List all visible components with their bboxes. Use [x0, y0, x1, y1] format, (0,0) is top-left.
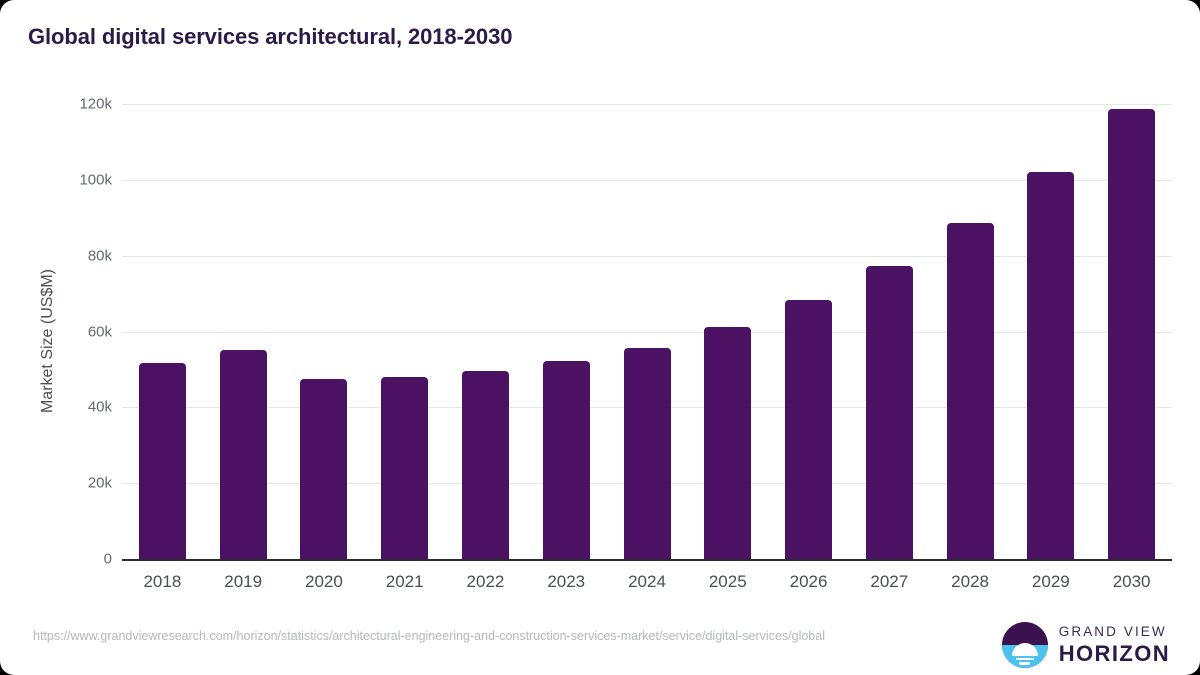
logo-line-upper: [1015, 657, 1034, 660]
x-tick-label-2028: 2028: [951, 572, 989, 591]
x-tick-label-2018: 2018: [143, 572, 182, 591]
bar-2020[interactable]: [300, 378, 348, 559]
bar-2021[interactable]: [381, 377, 429, 559]
source-url[interactable]: https://www.grandviewresearch.com/horizo…: [33, 629, 825, 643]
bar-2029[interactable]: [1027, 171, 1075, 559]
gridline-80k: [122, 255, 1172, 257]
x-tick-label-2027: 2027: [870, 572, 909, 591]
y-axis-ticks: 0 20k 40k 60k 80k 100k 120k: [38, 0, 112, 675]
bar-2026[interactable]: [785, 300, 833, 559]
horizon-sun-icon: [1001, 622, 1048, 668]
logo-wordmark: GRAND VIEW HORIZON: [1059, 625, 1170, 665]
x-tick-label-2023: 2023: [547, 572, 586, 591]
x-tick-label-2021: 2021: [385, 572, 424, 591]
y-tick-label: 60k: [87, 323, 112, 340]
x-tick-label-2019: 2019: [224, 572, 263, 591]
gridline-60k: [122, 331, 1172, 333]
x-tick-label-2022: 2022: [466, 572, 505, 591]
x-axis-line: [122, 559, 1172, 561]
bar-2022[interactable]: [461, 370, 509, 559]
bar-2018[interactable]: [138, 362, 186, 559]
y-tick-label: 80k: [87, 247, 112, 265]
logo-line-lower: [1019, 662, 1031, 665]
y-tick-label: 40k: [87, 398, 112, 416]
bar-2028[interactable]: [946, 223, 994, 559]
gridline-100k: [122, 179, 1172, 181]
x-tick-label-2020: 2020: [305, 572, 343, 591]
bars-group: [122, 104, 1172, 559]
chart-title: Global digital services architectural, 2…: [28, 24, 513, 49]
logo-dome-shape: [1011, 643, 1038, 656]
bar-2025[interactable]: [704, 326, 752, 559]
x-tick-label-2029: 2029: [1031, 572, 1070, 591]
y-axis-title: Market Size (US$M): [39, 268, 56, 414]
x-tick-label-2025: 2025: [708, 572, 747, 591]
x-tick-label-2026: 2026: [789, 572, 828, 591]
y-tick-label: 0: [103, 550, 112, 568]
x-tick-label-2024: 2024: [628, 572, 666, 591]
bar-2027[interactable]: [865, 266, 913, 559]
y-tick-label: 20k: [87, 474, 112, 492]
logo-text-horizon: HORIZON: [1058, 640, 1170, 666]
logo-text-grand-view: GRAND VIEW: [1058, 624, 1167, 640]
bar-2019[interactable]: [219, 350, 267, 559]
brand-logo: GRAND VIEW HORIZON: [1001, 622, 1170, 668]
bar-2024[interactable]: [623, 347, 671, 559]
bar-2023[interactable]: [542, 361, 590, 559]
gridline-120k: [122, 104, 1172, 105]
y-tick-label: 120k: [79, 95, 112, 113]
x-tick-label-2030: 2030: [1112, 572, 1151, 591]
bar-2030[interactable]: [1108, 108, 1156, 559]
y-tick-label: 100k: [79, 171, 112, 189]
